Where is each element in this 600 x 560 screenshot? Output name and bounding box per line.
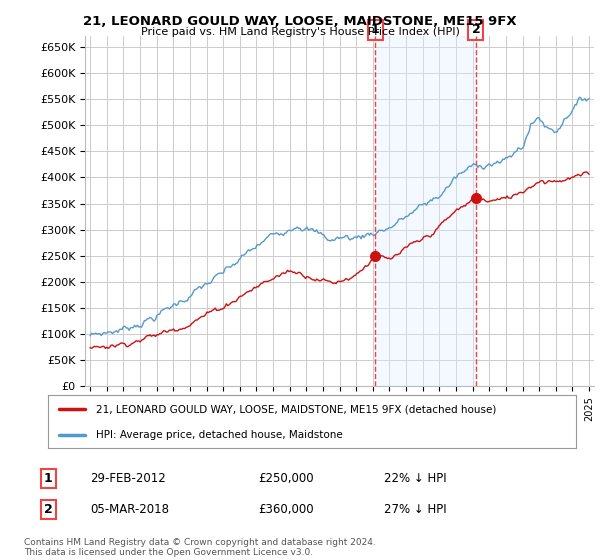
Text: £250,000: £250,000	[258, 472, 314, 486]
Text: 2: 2	[44, 503, 52, 516]
Text: 21, LEONARD GOULD WAY, LOOSE, MAIDSTONE, ME15 9FX: 21, LEONARD GOULD WAY, LOOSE, MAIDSTONE,…	[83, 15, 517, 27]
Text: Price paid vs. HM Land Registry's House Price Index (HPI): Price paid vs. HM Land Registry's House …	[140, 27, 460, 37]
Text: 1: 1	[44, 472, 52, 486]
Text: 21, LEONARD GOULD WAY, LOOSE, MAIDSTONE, ME15 9FX (detached house): 21, LEONARD GOULD WAY, LOOSE, MAIDSTONE,…	[95, 404, 496, 414]
Text: 27% ↓ HPI: 27% ↓ HPI	[384, 503, 446, 516]
Text: 2: 2	[472, 24, 481, 36]
Text: £360,000: £360,000	[258, 503, 314, 516]
Text: 22% ↓ HPI: 22% ↓ HPI	[384, 472, 446, 486]
Text: 1: 1	[371, 24, 380, 36]
Text: 29-FEB-2012: 29-FEB-2012	[90, 472, 166, 486]
Text: HPI: Average price, detached house, Maidstone: HPI: Average price, detached house, Maid…	[95, 430, 342, 440]
Text: Contains HM Land Registry data © Crown copyright and database right 2024.
This d: Contains HM Land Registry data © Crown c…	[24, 538, 376, 557]
Bar	[376, 36, 476, 386]
Text: 05-MAR-2018: 05-MAR-2018	[90, 503, 169, 516]
